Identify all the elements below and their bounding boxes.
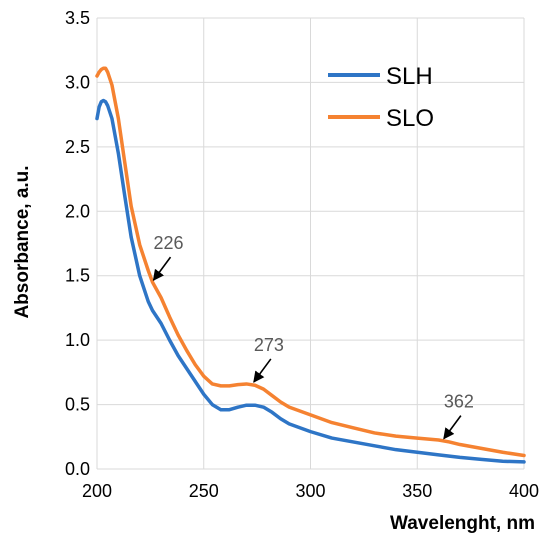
y-tick-label: 0.5 (65, 395, 90, 415)
annotation-arrow (152, 256, 172, 282)
y-tick-label: 0.0 (65, 459, 90, 479)
legend-label-slo: SLO (386, 105, 434, 132)
x-tick-label: 200 (82, 481, 112, 501)
series-line-slh (95, 98, 526, 464)
x-tick-label: 250 (189, 481, 219, 501)
x-axis-title: Wavelenght, nm (390, 513, 535, 534)
x-tick-label: 300 (295, 481, 325, 501)
x-tick-label: 350 (402, 481, 432, 501)
annotation-label: 362 (444, 392, 474, 412)
annotation-arrow (253, 358, 272, 383)
legend-label-slh: SLH (386, 63, 433, 90)
annotations: 226 273 362 (152, 233, 474, 440)
y-tick-label: 3.5 (65, 8, 90, 28)
x-tick-label: 400 (509, 481, 539, 501)
y-tick-label: 3.0 (65, 72, 90, 92)
y-tick-label: 1.5 (65, 266, 90, 286)
y-tick-label: 2.5 (65, 137, 90, 157)
y-tick-label: 2.0 (65, 201, 90, 221)
legend: SLH SLO (328, 63, 434, 132)
annotation-arrow (443, 415, 462, 440)
axes: 0.0 0.5 1.0 1.5 2.0 2.5 3.0 3.5 200 250 300 350 400 (65, 8, 539, 501)
annotation-label: 226 (153, 233, 183, 253)
y-tick-label: 1.0 (65, 330, 90, 350)
y-axis-title: Absorbance, a.u. (12, 165, 33, 318)
series-lines (95, 66, 526, 464)
series-line-slo (95, 66, 526, 458)
annotation-label: 273 (254, 335, 284, 355)
